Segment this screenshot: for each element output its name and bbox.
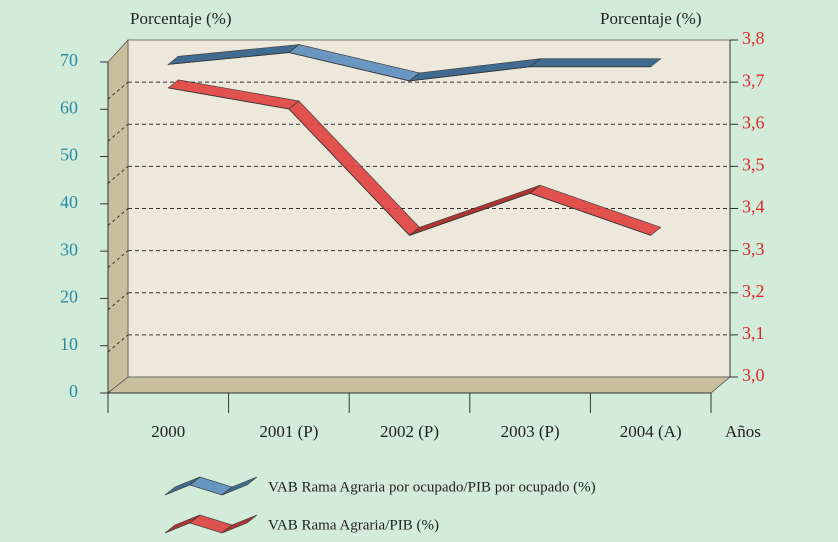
y2-tick-label: 3,3 bbox=[742, 239, 765, 259]
y2-tick-label: 3,8 bbox=[742, 28, 765, 48]
y2-tick-label: 3,2 bbox=[742, 281, 765, 301]
x-axis-label: Años bbox=[725, 422, 761, 441]
y2-tick-label: 3,6 bbox=[742, 112, 765, 132]
grid-line bbox=[107, 208, 129, 226]
y2-tick-label: 3,5 bbox=[742, 155, 765, 175]
legend-label: VAB Rama Agraria por ocupado/PIB por ocu… bbox=[268, 479, 596, 495]
grid-line bbox=[107, 334, 129, 353]
y2-tick-label: 3,7 bbox=[742, 70, 765, 90]
grid-line bbox=[107, 292, 129, 311]
y-tick-label: 40 bbox=[60, 192, 78, 212]
y-tick-label: 0 bbox=[69, 381, 78, 401]
grid-line bbox=[107, 123, 129, 142]
series-line bbox=[168, 52, 651, 82]
legend-1-face bbox=[221, 514, 258, 534]
grid-line bbox=[107, 165, 129, 184]
y-tick-label: 60 bbox=[60, 97, 78, 117]
series-0-face bbox=[529, 58, 662, 68]
x-tick-label: 2001 (P) bbox=[259, 422, 318, 441]
x-tick-label: 2003 (P) bbox=[501, 422, 560, 441]
y-tick-label: 70 bbox=[60, 50, 78, 70]
floor bbox=[106, 376, 732, 394]
grid-line bbox=[107, 81, 129, 100]
legend-0-face bbox=[221, 476, 258, 496]
y-tick-label: 50 bbox=[60, 145, 78, 165]
y-tick-label: 20 bbox=[60, 287, 78, 307]
y-tick-label: 30 bbox=[60, 239, 78, 259]
grid-line bbox=[107, 250, 129, 269]
x-tick-label: 2000 bbox=[151, 422, 185, 441]
y2-tick-label: 3,4 bbox=[742, 197, 765, 217]
y-axis-label: Porcentaje (%) bbox=[130, 9, 231, 28]
series-line bbox=[168, 87, 651, 236]
y2-tick-label: 3,0 bbox=[742, 365, 765, 385]
x-tick-label: 2004 (A) bbox=[620, 422, 682, 441]
y2-axis-label: Porcentaje (%) bbox=[600, 9, 701, 28]
x-tick-label: 2002 (P) bbox=[380, 422, 439, 441]
legend-label: VAB Rama Agraria/PIB (%) bbox=[268, 517, 439, 533]
y-tick-label: 10 bbox=[60, 334, 78, 354]
y2-tick-label: 3,1 bbox=[742, 323, 765, 343]
